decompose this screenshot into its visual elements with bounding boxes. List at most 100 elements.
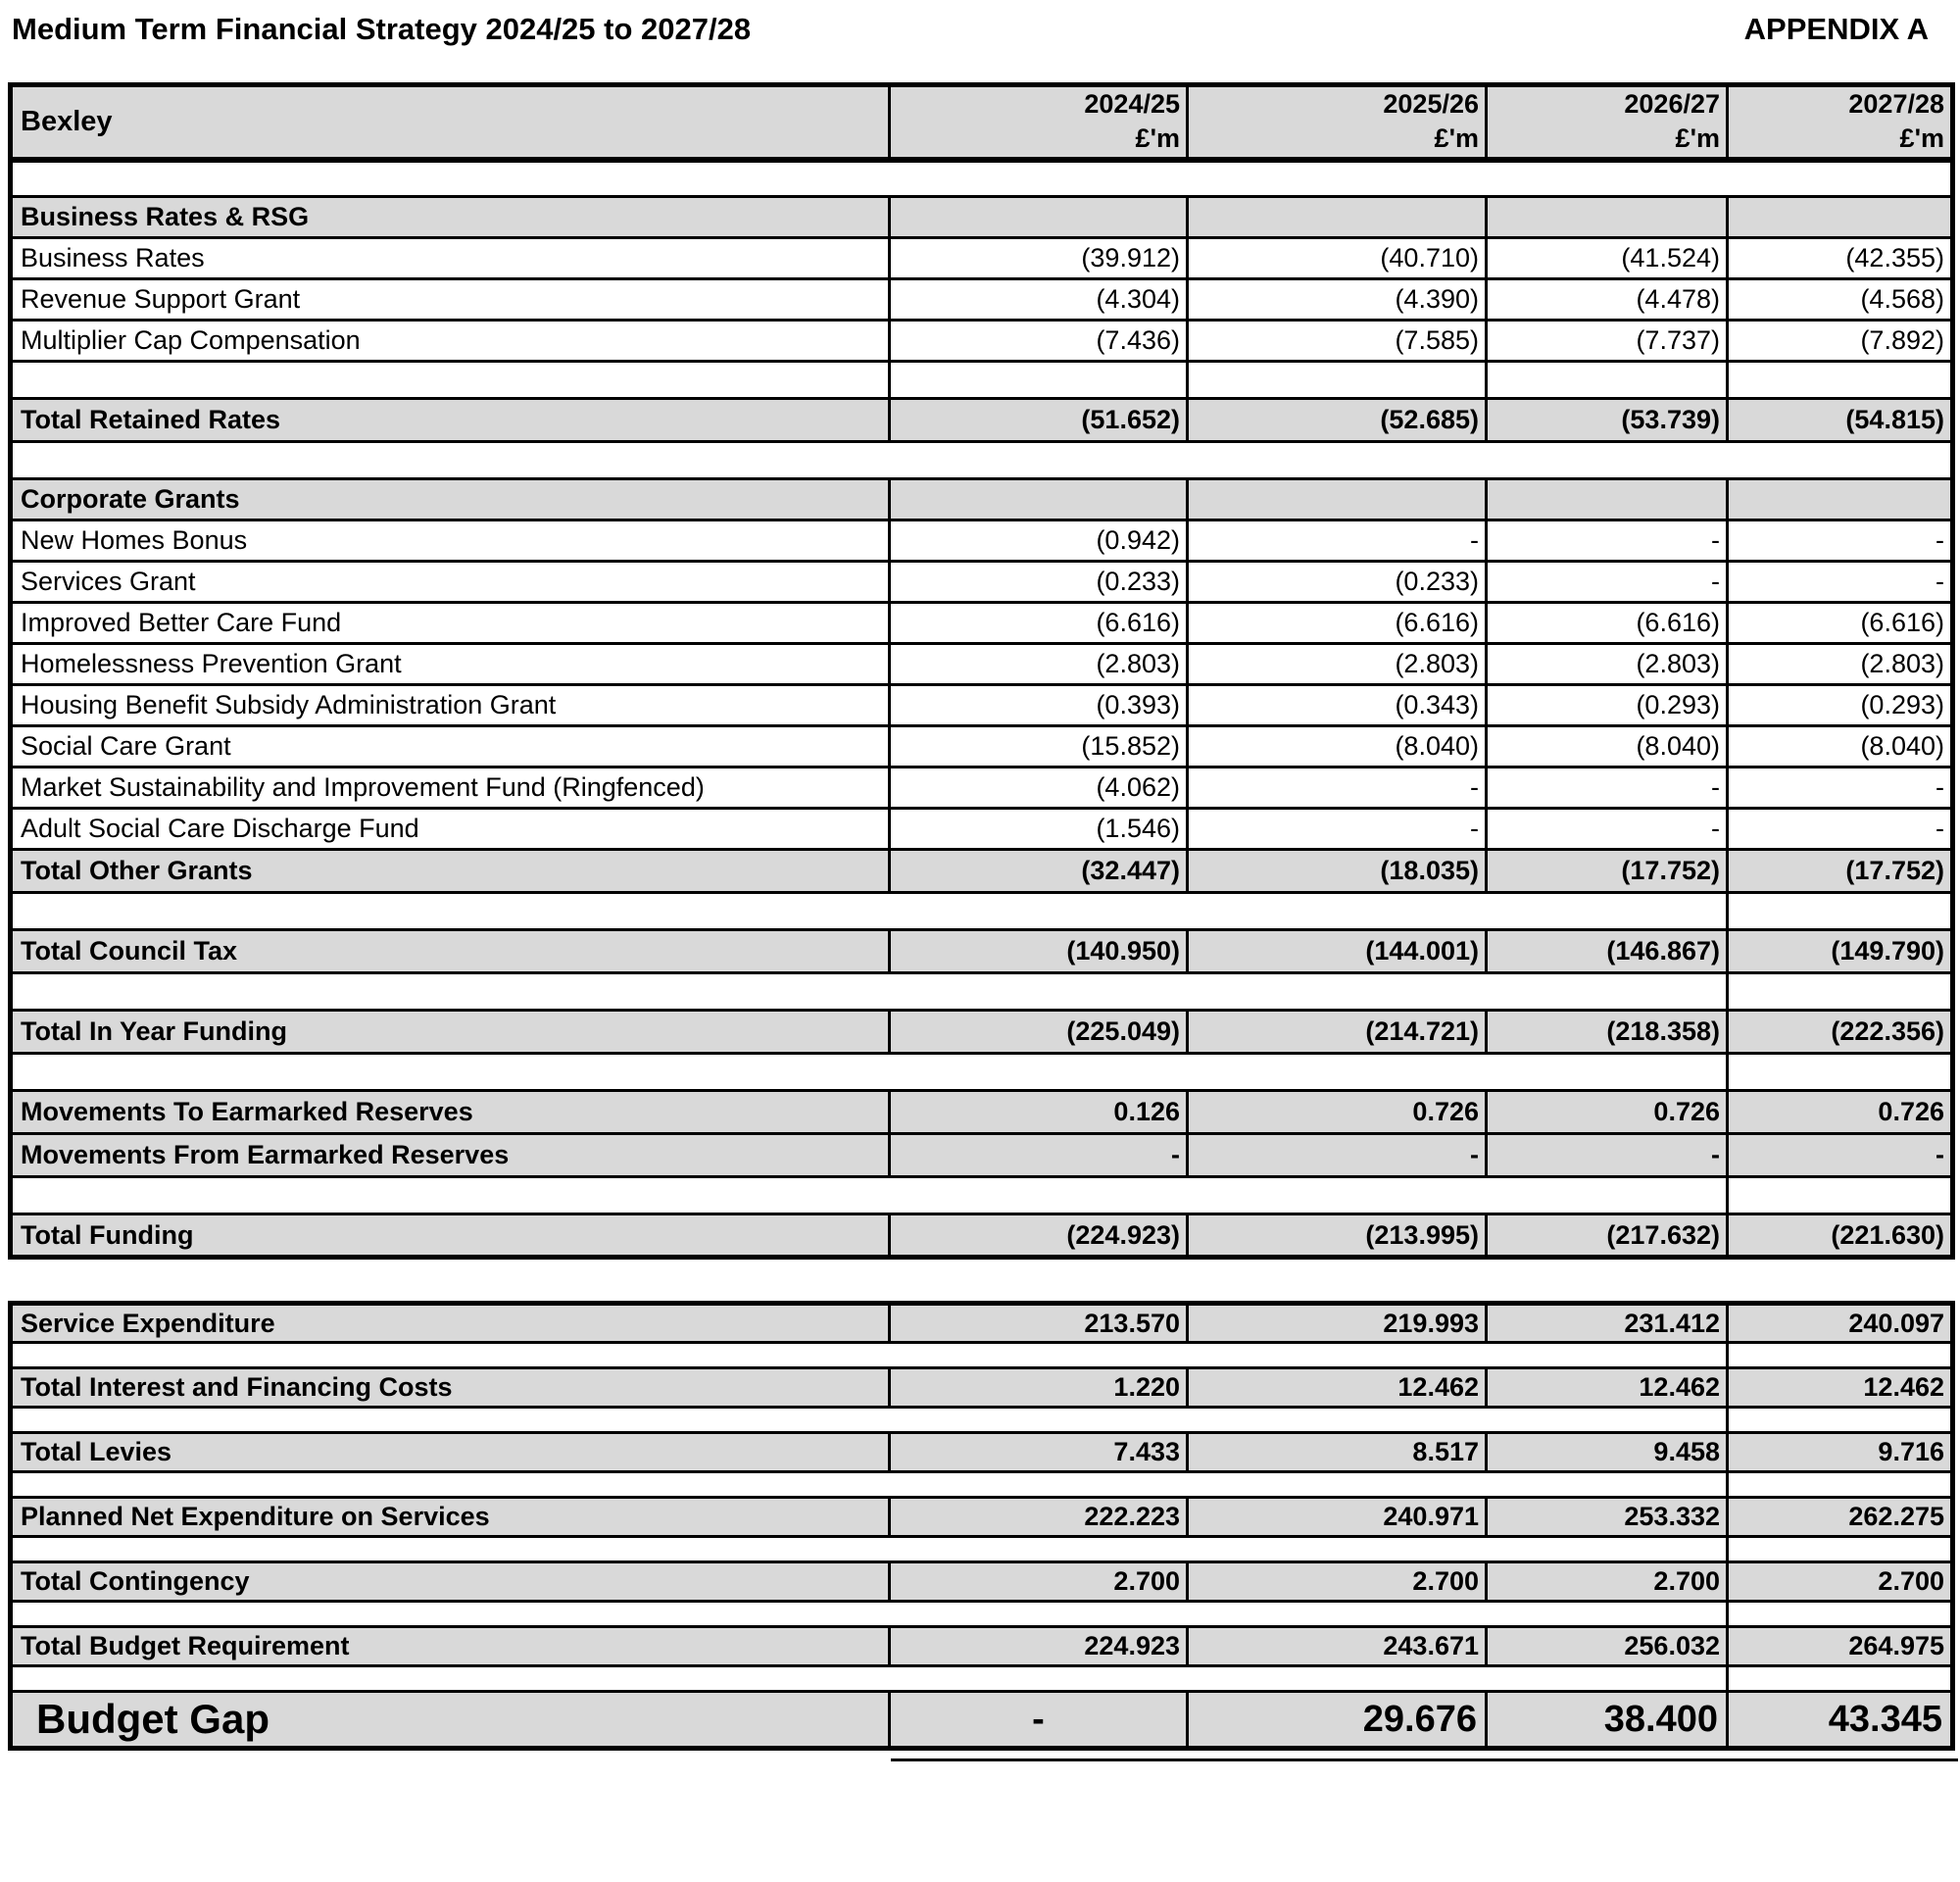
value-cell: - bbox=[1726, 1132, 1954, 1178]
value-cell: 240.097 bbox=[1726, 1302, 1954, 1344]
spacer-cell bbox=[1485, 360, 1729, 400]
value-cell: (146.867) bbox=[1485, 928, 1729, 974]
value-cell: (17.752) bbox=[1485, 848, 1729, 894]
value-cell: 0.126 bbox=[888, 1089, 1189, 1135]
value-cell bbox=[888, 477, 1189, 521]
value-cell: (224.923) bbox=[888, 1213, 1189, 1259]
table-row: New Homes Bonus (0.942) - - - bbox=[9, 519, 1954, 563]
value-cell: 2.700 bbox=[1726, 1560, 1954, 1603]
value-cell: - bbox=[1485, 519, 1729, 563]
value-cell: (51.652) bbox=[888, 397, 1189, 443]
document-page: Medium Term Financial Strategy 2024/25 t… bbox=[8, 8, 1958, 1761]
value-cell: 224.923 bbox=[888, 1625, 1189, 1667]
value-cell bbox=[1186, 195, 1488, 239]
spacer-cell-last-column bbox=[1726, 1341, 1954, 1369]
value-cell: (140.950) bbox=[888, 928, 1189, 974]
unit-label: £'m bbox=[1675, 124, 1720, 154]
value-cell: 43.345 bbox=[1726, 1690, 1954, 1750]
value-cell: (217.632) bbox=[1485, 1213, 1729, 1259]
value-cell: (0.293) bbox=[1485, 683, 1729, 727]
spacer-cell bbox=[9, 1600, 1729, 1628]
value-cell: - bbox=[1485, 560, 1729, 604]
value-cell: 0.726 bbox=[1485, 1089, 1729, 1135]
year-header-2027-28: 2027/28 £'m bbox=[1726, 83, 1954, 163]
value-cell: (144.001) bbox=[1186, 928, 1488, 974]
value-cell bbox=[888, 195, 1189, 239]
unit-label: £'m bbox=[1899, 124, 1944, 154]
table-row: Business Rates (39.912) (40.710) (41.524) (4… bbox=[9, 236, 1954, 280]
value-cell: - bbox=[1726, 807, 1954, 851]
value-cell: 12.462 bbox=[1485, 1366, 1729, 1409]
value-cell: (39.912) bbox=[888, 236, 1189, 280]
value-cell: (4.390) bbox=[1186, 277, 1488, 322]
value-cell: (4.478) bbox=[1485, 277, 1729, 322]
value-cell: 12.462 bbox=[1726, 1366, 1954, 1409]
table-row: Total Budget Requirement 224.923 243.671 25… bbox=[9, 1625, 1954, 1667]
value-cell: - bbox=[888, 1132, 1189, 1178]
value-cell: 0.726 bbox=[1186, 1089, 1488, 1135]
row-label: Business Rates & RSG bbox=[9, 195, 891, 239]
spacer-cell bbox=[9, 1175, 1729, 1215]
value-cell: 256.032 bbox=[1485, 1625, 1729, 1667]
table-row: Revenue Support Grant (4.304) (4.390) (4.47… bbox=[9, 277, 1954, 322]
value-cell: 243.671 bbox=[1186, 1625, 1488, 1667]
value-cell: (6.616) bbox=[888, 601, 1189, 645]
value-cell: - bbox=[1485, 807, 1729, 851]
value-cell: 9.716 bbox=[1726, 1431, 1954, 1473]
page-title: Medium Term Financial Strategy 2024/25 t… bbox=[12, 12, 752, 46]
value-cell: - bbox=[1726, 560, 1954, 604]
spacer-row bbox=[9, 1406, 1954, 1434]
spacer-cell-last-column bbox=[1726, 1535, 1954, 1563]
value-cell bbox=[1186, 477, 1488, 521]
value-cell: 2.700 bbox=[888, 1560, 1189, 1603]
spacer-cell bbox=[9, 891, 1729, 931]
value-cell: 253.332 bbox=[1485, 1496, 1729, 1538]
spacer-row bbox=[9, 1052, 1954, 1092]
value-cell: - bbox=[888, 1690, 1189, 1750]
year-header-2024-25: 2024/25 £'m bbox=[888, 83, 1189, 163]
spacer-row bbox=[9, 440, 1954, 480]
value-cell: (6.616) bbox=[1186, 601, 1488, 645]
table-row: Movements From Earmarked Reserves - - - - bbox=[9, 1132, 1954, 1178]
value-cell: (214.721) bbox=[1186, 1009, 1488, 1055]
table-row: Total Interest and Financing Costs 1.220 1… bbox=[9, 1366, 1954, 1409]
value-cell bbox=[1726, 195, 1954, 239]
value-cell: - bbox=[1726, 519, 1954, 563]
spacer-cell-last-column bbox=[1726, 1470, 1954, 1499]
value-cell: 240.971 bbox=[1186, 1496, 1488, 1538]
row-label: Planned Net Expenditure on Services bbox=[9, 1496, 891, 1538]
value-cell: (54.815) bbox=[1726, 397, 1954, 443]
row-label: Service Expenditure bbox=[9, 1302, 891, 1344]
funding-table: Bexley 2024/25 £'m 2025/26 £'m 2026/27 £… bbox=[8, 82, 1955, 1260]
value-cell: (2.803) bbox=[1186, 642, 1488, 686]
value-cell: (15.852) bbox=[888, 724, 1189, 768]
value-cell: 213.570 bbox=[888, 1302, 1189, 1344]
row-label: Total Contingency bbox=[9, 1560, 891, 1603]
spacer-cell bbox=[9, 158, 1954, 198]
value-cell: (4.304) bbox=[888, 277, 1189, 322]
table-row: Corporate Grants bbox=[9, 477, 1954, 521]
value-cell: (0.942) bbox=[888, 519, 1189, 563]
table-row: Total Levies 7.433 8.517 9.458 9.716 bbox=[9, 1431, 1954, 1473]
value-cell: 12.462 bbox=[1186, 1366, 1488, 1409]
year-label: 2027/28 bbox=[1848, 89, 1944, 120]
value-cell: - bbox=[1485, 766, 1729, 810]
spacer-cell bbox=[9, 971, 1729, 1012]
value-cell: 9.458 bbox=[1485, 1431, 1729, 1473]
table-row: Total Retained Rates (51.652) (52.685) (53.… bbox=[9, 397, 1954, 443]
row-label: Total Other Grants bbox=[9, 848, 891, 894]
value-cell: (0.343) bbox=[1186, 683, 1488, 727]
expenditure-table: Service Expenditure 213.570 219.993 231.412… bbox=[8, 1301, 1955, 1751]
row-label: New Homes Bonus bbox=[9, 519, 891, 563]
row-label: Social Care Grant bbox=[9, 724, 891, 768]
table-row: Total Other Grants (32.447) (18.035) (17.75… bbox=[9, 848, 1954, 894]
spacer-cell bbox=[9, 1470, 1729, 1499]
row-label: Adult Social Care Discharge Fund bbox=[9, 807, 891, 851]
unit-label: £'m bbox=[1135, 124, 1180, 154]
value-cell: 231.412 bbox=[1485, 1302, 1729, 1344]
value-cell: (7.737) bbox=[1485, 319, 1729, 363]
spacer-row bbox=[9, 971, 1954, 1012]
value-cell: (0.233) bbox=[888, 560, 1189, 604]
title-bar: Medium Term Financial Strategy 2024/25 t… bbox=[8, 8, 1956, 63]
spacer-cell bbox=[9, 360, 891, 400]
